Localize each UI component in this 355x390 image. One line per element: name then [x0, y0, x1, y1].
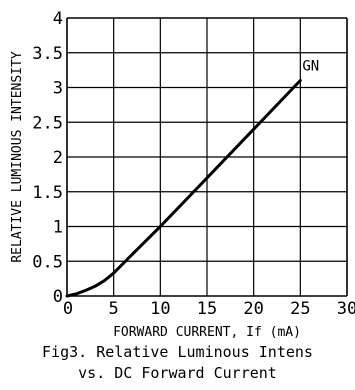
series-line-gn — [65, 79, 302, 298]
y-tick-label: 0 — [53, 287, 63, 307]
y-tick-label: 4 — [53, 9, 63, 29]
x-tick-label: 30 — [337, 299, 355, 319]
figure-caption-line-2: vs. DC Forward Current — [78, 364, 277, 382]
x-tick-label: 20 — [243, 299, 263, 319]
y-tick-label: 0.5 — [32, 252, 63, 272]
figure-caption-line-1: Fig3. Relative Luminous Intens — [42, 343, 313, 361]
y-tick-label: 1 — [53, 218, 63, 238]
y-tick-label: 2 — [53, 148, 63, 168]
x-tick-label: 10 — [150, 299, 170, 319]
x-axis-label: FORWARD CURRENT, If (mA) — [113, 325, 301, 340]
x-tick-label: 15 — [197, 299, 217, 319]
x-tick-label: 5 — [109, 299, 119, 319]
x-tick-label: 0 — [63, 299, 73, 319]
y-tick-label: 2.5 — [32, 113, 63, 133]
luminous-intensity-chart: GN 0 5 10 15 20 25 30 0 0.5 1 1.5 2 2.5 3 3.5 4 FORWARD… — [10, 9, 355, 340]
y-tick-label: 3.5 — [32, 44, 63, 64]
series-layer: GN — [65, 59, 319, 298]
y-tick-label: 3 — [53, 79, 63, 99]
tick-labels: 0 5 10 15 20 25 30 0 0.5 1 1.5 2 2.5 3 3.5 4 — [32, 9, 355, 319]
grid-lines — [66, 17, 348, 297]
x-tick-label: 25 — [290, 299, 310, 319]
y-tick-label: 1.5 — [32, 183, 63, 203]
series-label: GN — [302, 59, 319, 75]
y-axis-label: RELATIVE LUMINOUS INTENSITY — [10, 51, 25, 262]
